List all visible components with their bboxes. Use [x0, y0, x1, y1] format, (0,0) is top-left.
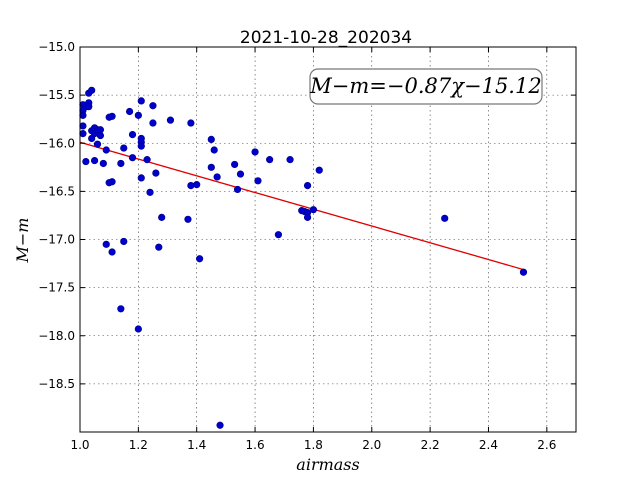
data-point [207, 163, 215, 171]
data-point [128, 154, 137, 162]
data-point [152, 169, 160, 177]
data-point [158, 213, 166, 221]
data-point [99, 159, 107, 168]
data-point [85, 103, 93, 111]
x-tick-label: 1.6 [246, 438, 265, 452]
data-point [149, 119, 157, 127]
data-point [117, 305, 125, 313]
data-point [184, 215, 192, 223]
x-tick-label: 1.0 [70, 438, 89, 452]
data-point [519, 268, 528, 276]
data-point [236, 170, 245, 178]
data-point [82, 157, 90, 166]
data-point [120, 237, 128, 246]
y-axis-label: M−m [13, 218, 32, 264]
data-point [187, 119, 195, 127]
x-tick-label: 1.4 [187, 438, 206, 452]
data-point [137, 142, 145, 150]
data-point [146, 188, 154, 196]
data-point [143, 156, 151, 164]
data-point [166, 116, 175, 124]
y-tick-label: −18.5 [38, 377, 75, 391]
y-tick-label: −16.0 [38, 136, 75, 150]
x-tick-label: 2.2 [421, 438, 440, 452]
x-tick-label: 1.2 [129, 438, 148, 452]
data-point [216, 421, 224, 429]
data-point [117, 159, 125, 168]
data-point [137, 97, 145, 105]
fit-line [79, 141, 524, 271]
x-tick-label: 2.4 [479, 438, 498, 452]
y-tick-label: −15.5 [38, 88, 75, 102]
data-point [213, 173, 221, 181]
fit-line-group [79, 141, 524, 271]
data-point [155, 243, 163, 251]
data-point [251, 148, 259, 156]
chart-title: 2021-10-28_202034 [240, 28, 412, 48]
data-point [128, 130, 137, 139]
x-axis-label: airmass [296, 455, 359, 474]
data-point [196, 255, 204, 263]
data-point [79, 122, 87, 130]
data-point [254, 177, 262, 185]
data-point [210, 146, 218, 154]
data-point [93, 140, 102, 148]
data-point [134, 325, 142, 333]
y-tick-label: −17.0 [38, 233, 75, 247]
axis-ticks: 1.0 1.2 1.4 1.6 1.8 2.0 2.2 2.4 2.6 −15.0 −15.5 −16… [38, 40, 576, 452]
annotation-box [309, 68, 543, 105]
x-tick-label: 1.8 [304, 438, 323, 452]
y-tick-label: −16.5 [38, 184, 75, 198]
data-point [126, 107, 134, 116]
data-point [187, 182, 195, 190]
data-point [274, 231, 283, 239]
data-point [207, 135, 215, 143]
data-point [79, 130, 87, 138]
y-tick-label: −18.0 [38, 329, 75, 343]
data-point [303, 182, 312, 190]
data-point [231, 160, 239, 169]
data-point [286, 156, 294, 164]
y-tick-label: −17.5 [38, 281, 75, 295]
data-point [96, 131, 105, 140]
data-point [79, 111, 87, 119]
data-point [134, 111, 142, 119]
data-point [309, 206, 318, 214]
data-point [90, 156, 99, 165]
fit-equation-annotation: M−m=−0.87χ−15.12 [309, 68, 543, 105]
data-point [108, 112, 116, 120]
data-point [315, 166, 323, 174]
data-point [102, 146, 110, 154]
scatter-points [79, 86, 528, 429]
y-tick-label: −15.0 [38, 40, 75, 54]
data-point [441, 214, 449, 222]
data-point [266, 156, 274, 164]
data-point [88, 86, 96, 94]
data-point [149, 102, 157, 110]
data-point [108, 248, 116, 256]
data-point [108, 178, 116, 186]
data-point [193, 181, 201, 189]
x-tick-label: 2.0 [362, 438, 381, 452]
data-point [233, 185, 242, 194]
data-point [137, 174, 145, 182]
annotation-text: M−m=−0.87χ−15.12 [309, 74, 541, 98]
data-point [120, 144, 128, 152]
data-point [303, 213, 312, 221]
data-point [102, 240, 110, 248]
x-tick-label: 2.6 [537, 438, 556, 452]
